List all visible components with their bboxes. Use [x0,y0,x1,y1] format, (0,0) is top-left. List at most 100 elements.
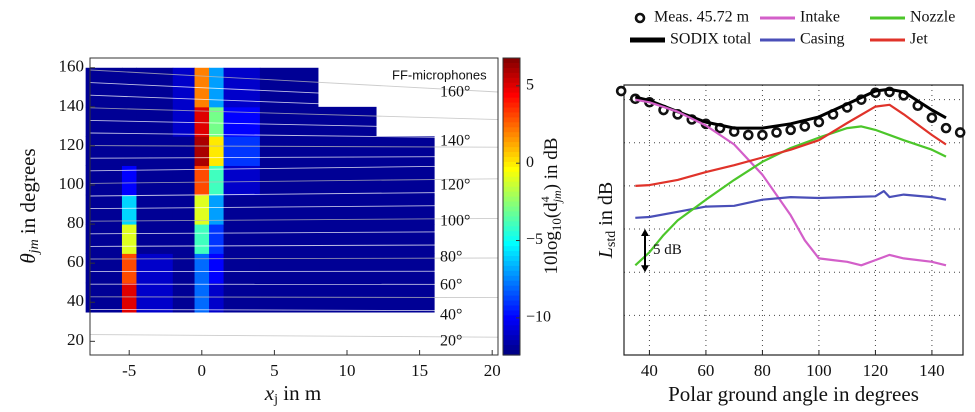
heat-cell [259,165,319,196]
colorbar-swatch [503,280,520,287]
legend-marker [634,12,646,24]
heat-cell [194,165,210,196]
heat-cell [172,165,196,196]
colorbar-swatch [503,186,520,193]
colorbar-swatch [503,92,520,99]
colorbar-swatch [503,82,520,89]
colorbar-swatch [503,87,520,94]
microphone-ray [89,334,499,338]
heat-cell [209,282,225,313]
microphone-ray [89,217,499,222]
microphone-ray [89,82,499,102]
colorbar-label-part: ) in dB [541,138,562,191]
colorbar-swatch [503,285,520,292]
y-axis-label-part: jm [27,239,42,255]
heat-cell [194,106,210,137]
colorbar-swatch [503,166,520,173]
y-axis-label-part: L [595,247,617,259]
microphone-ray [89,244,499,247]
heat-cell [209,194,225,225]
colorbar-swatch [503,206,520,213]
microphone-ray [89,69,499,93]
series-line [635,98,947,267]
heat-cell [121,165,137,196]
heat-cell [121,67,137,108]
colorbar-swatch [503,142,520,148]
colorbar-swatch [503,260,520,267]
heat-cell [172,194,196,225]
y-tick-label: 20 [67,330,84,349]
legend-label: Casing [800,31,844,48]
y-tick-label: 100 [59,174,85,193]
colorbar-swatch [503,300,520,307]
x-tick-label: 15 [411,361,428,380]
heat-cell [172,136,196,166]
colorbar-swatch [503,132,520,138]
data-point [615,85,627,97]
x-tick-label: 10 [338,361,355,380]
legend-label: SODIX total [670,31,752,48]
colorbar-swatch [503,221,520,227]
x-tick-label: 140 [919,361,945,380]
colorbar-swatch [503,107,520,114]
heat-cell [259,224,319,254]
microphone-ray [89,296,499,299]
colorbar-swatch [503,67,520,74]
colorbar-swatch [503,275,520,282]
data-point [926,112,938,124]
colorbar-swatch [503,345,520,351]
microphone-ray [89,165,499,172]
data-point [954,127,966,138]
data-point [940,122,952,134]
heat-cell [259,253,319,284]
heat-cell [194,253,210,284]
heat-cell [85,194,123,225]
colorbar-swatch [503,325,520,331]
microphone-ray [89,308,499,312]
colorbar-swatch [503,117,520,123]
colorbar-swatch [503,265,520,272]
heat-cell [317,194,377,225]
heat-cell [317,136,377,166]
heat-cell [223,136,261,166]
x-axis-label-part: in m [278,381,321,405]
angle-label: 20° [440,333,462,350]
x-tick-label: 80 [754,361,771,380]
angle-label: 100° [440,213,470,230]
colorbar-swatch [503,226,520,232]
colorbar-swatch [503,62,520,69]
colorbar-swatch [503,295,520,302]
colorbar-swatch [503,72,520,79]
angle-label: 160° [440,84,470,101]
microphone-ray [89,257,499,260]
heat-cell [136,136,174,166]
heat-cell [259,106,319,137]
colorbar-swatch [503,191,520,198]
colorbar-swatch [503,350,520,356]
scale-bar-label: 5 dB [653,242,682,258]
colorbar-swatch [503,231,520,237]
x-tick-label: 40 [641,361,658,380]
y-tick-label: 80 [67,213,84,232]
x-tick-label: 5 [270,361,279,380]
series-line [634,125,947,267]
heat-cell [172,67,196,108]
heat-cell [223,165,261,196]
colorbar-swatch [503,137,520,143]
y-axis-label-part: in dB [595,182,617,231]
y-tick-label: 160 [59,57,85,76]
y-tick-label: 60 [67,252,84,271]
colorbar-swatch [503,246,520,252]
colorbar-swatch [503,251,520,257]
heat-cell [223,106,261,137]
colorbar-tick-label: 0 [526,154,534,171]
heat-cell [85,165,123,196]
heat-cell [172,253,196,284]
y-tick-label: 40 [67,291,84,310]
heat-cell [172,224,196,254]
colorbar-label-part: 4 [538,196,552,202]
colorbar-swatch [503,236,520,242]
legend-label: Intake [800,9,840,26]
heat-cell [209,136,225,166]
series-line [635,190,947,219]
